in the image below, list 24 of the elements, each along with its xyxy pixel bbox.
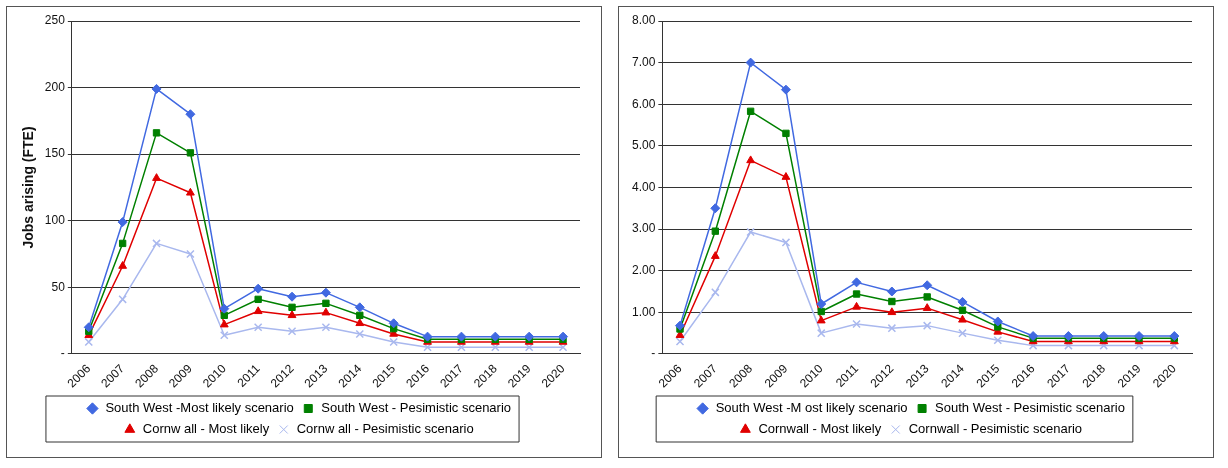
y-tick-label: 200 — [44, 79, 66, 94]
y-tick-label: 7.00 — [632, 54, 656, 69]
y-tick-label: 6.00 — [632, 96, 656, 111]
y-tick-label: 5.00 — [632, 138, 656, 153]
y-tick-label: 50 — [51, 279, 66, 294]
y-tick-label: - — [60, 346, 65, 361]
y-tick-label: - — [651, 346, 656, 361]
y-tick-label: 100 — [44, 213, 66, 228]
y-tick-label: 4.00 — [632, 179, 656, 194]
legend-label: Cornwall - Pesimistic scenario — [908, 421, 1083, 437]
y-axis-title: Jobs arising (FTE) — [20, 126, 37, 249]
y-tick-label: 250 — [44, 13, 66, 28]
y-tick-label: 1.00 — [632, 304, 656, 319]
legend-label: South West - Pesimistic scenario — [935, 400, 1125, 416]
legend-label: South West -Most likely scenario — [105, 400, 294, 416]
legend-label: South West - Pesimistic scenario — [321, 400, 512, 416]
legend-label: South West -M ost likely scenario — [715, 400, 908, 416]
legend-label: Cornw all - Pesimistic scenario — [296, 421, 474, 437]
legend-label: Cornw all - Most likely — [142, 421, 270, 437]
y-tick-label: 2.00 — [632, 263, 656, 278]
y-tick-label: 8.00 — [632, 13, 656, 28]
y-tick-label: 3.00 — [632, 221, 656, 236]
y-tick-label: 150 — [44, 146, 66, 161]
legend-label: Cornwall - Most likely — [758, 421, 882, 437]
